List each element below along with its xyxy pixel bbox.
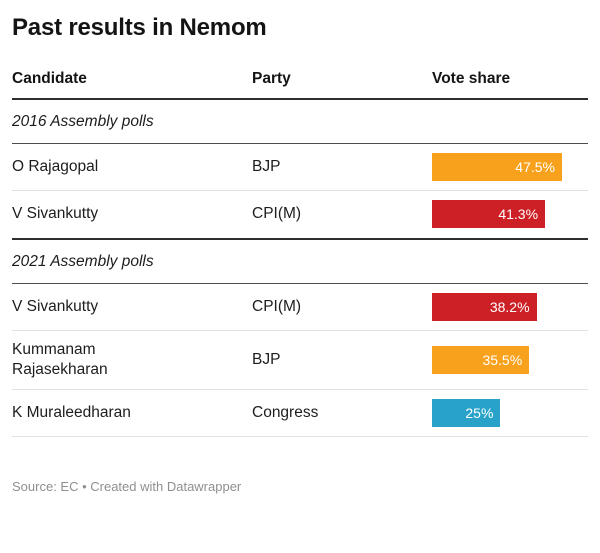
party-cell: CPI(M) xyxy=(252,205,302,223)
table-body: 2016 Assembly polls O Rajagopal BJP 47.5… xyxy=(12,97,588,438)
table-section: 2016 Assembly polls O Rajagopal BJP 47.5… xyxy=(12,97,588,238)
section-rows: O Rajagopal BJP 47.5% V Sivankutty CPI(M… xyxy=(12,144,588,238)
table-header: Candidate Party Vote share xyxy=(12,70,588,98)
section-rows: V Sivankutty CPI(M) 38.2% Kummanam Rajas… xyxy=(12,284,588,438)
candidate-cell: V Sivankutty xyxy=(12,297,99,315)
vote-share-cell: 38.2% xyxy=(432,292,588,321)
vote-share-bar: 41.3% xyxy=(432,200,546,229)
vote-share-value: 47.5% xyxy=(515,158,555,175)
vote-share-value: 41.3% xyxy=(498,206,539,223)
party-cell: Congress xyxy=(252,404,319,421)
party-cell: BJP xyxy=(252,350,281,368)
candidate-cell: K Muraleedharan xyxy=(12,404,131,421)
table-row: O Rajagopal BJP 47.5% xyxy=(12,144,588,191)
section-label: 2021 Assembly polls xyxy=(12,240,588,284)
candidate-cell: V Sivankutty xyxy=(12,205,99,223)
table-row: Kummanam Rajasekharan BJP 35.5% xyxy=(12,331,588,391)
table-row: K Muraleedharan Congress 25% xyxy=(12,390,588,438)
party-cell: BJP xyxy=(252,157,281,175)
vote-share-cell: 35.5% xyxy=(432,345,588,374)
table-row: V Sivankutty CPI(M) 41.3% xyxy=(12,191,588,238)
vote-share-value: 25% xyxy=(465,404,494,421)
source-attribution: Source: EC • Created with Datawrapper xyxy=(12,479,242,495)
vote-share-value: 38.2% xyxy=(489,298,530,315)
column-header-candidate: Candidate xyxy=(12,69,87,87)
column-header-vote-share: Vote share xyxy=(432,69,511,87)
chart-title: Past results in Nemom xyxy=(12,14,267,41)
vote-share-value: 35.5% xyxy=(482,351,523,368)
vote-share-cell: 41.3% xyxy=(432,200,588,229)
table-row: V Sivankutty CPI(M) 38.2% xyxy=(12,284,588,331)
table-section: 2021 Assembly polls V Sivankutty CPI(M) … xyxy=(12,237,588,438)
vote-share-bar: 25% xyxy=(432,399,501,428)
vote-share-bar: 38.2% xyxy=(432,292,537,321)
vote-share-cell: 25% xyxy=(432,399,588,428)
vote-share-bar: 35.5% xyxy=(432,345,530,374)
section-label: 2016 Assembly polls xyxy=(12,100,588,144)
vote-share-bar: 47.5% xyxy=(432,152,562,181)
candidate-cell: Kummanam Rajasekharan xyxy=(12,340,108,378)
chart-container: Past results in Nemom Candidate Party Vo… xyxy=(12,14,588,495)
candidate-cell: O Rajagopal xyxy=(12,157,99,175)
vote-share-cell: 47.5% xyxy=(432,152,588,181)
column-header-party: Party xyxy=(252,69,291,87)
party-cell: CPI(M) xyxy=(252,297,302,315)
